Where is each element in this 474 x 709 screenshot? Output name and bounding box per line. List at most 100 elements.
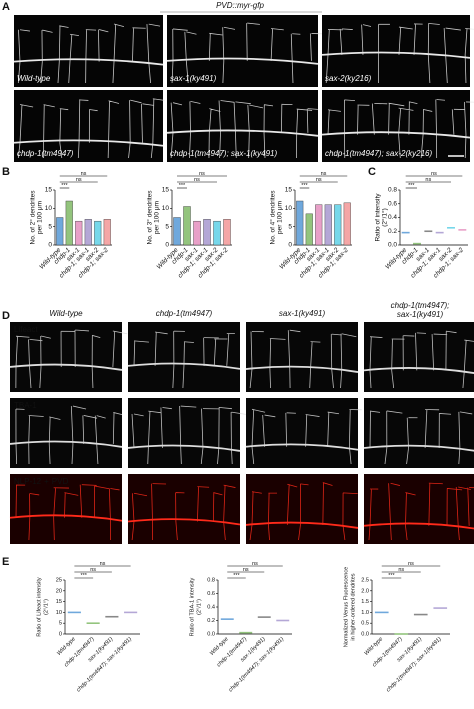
dendrites <box>15 484 120 541</box>
micrograph <box>364 474 474 544</box>
primary-dendrite <box>245 521 359 529</box>
significance-label: ns <box>243 567 249 573</box>
y-tick-label: 0 <box>59 631 62 637</box>
y-axis-label: No. of 4° dendrites <box>269 190 277 245</box>
significance-label: ns <box>398 567 404 573</box>
significance-label: ns <box>321 171 327 177</box>
dendrites <box>171 22 327 84</box>
y-axis-label: in higher-ordered dendrites <box>350 573 356 640</box>
significance-label: ns <box>76 177 82 183</box>
significance-label: ns <box>100 561 106 567</box>
primary-dendrite <box>363 522 474 530</box>
column-header: chdp-1(tm4947); <box>391 301 450 310</box>
y-tick-label: 25 <box>56 577 62 583</box>
y-tick-label: 0.2 <box>207 618 215 624</box>
y-tick-label: 5 <box>48 223 52 230</box>
y-tick-label: 15 <box>285 187 293 194</box>
significance-label: ns <box>425 177 431 183</box>
micrograph <box>10 322 122 392</box>
y-tick-label: 5 <box>288 223 292 230</box>
y-axis-label: (2°/1°) <box>381 208 389 227</box>
micrograph <box>364 398 474 468</box>
row-label: + <box>44 477 49 486</box>
significance-label: *** <box>233 573 240 579</box>
significance-label: *** <box>179 183 186 189</box>
y-axis-label: Normalized Venus Fluorescence <box>343 567 349 648</box>
dendrites <box>369 409 473 465</box>
dendrites <box>170 100 318 159</box>
y-tick-label: 10 <box>285 205 293 212</box>
significance-label: ns <box>199 171 205 177</box>
micrograph <box>246 322 358 392</box>
y-axis-label: per 100 μm <box>277 201 284 234</box>
dendrites <box>131 483 236 541</box>
micrograph <box>246 474 358 544</box>
dendrites <box>131 405 246 465</box>
primary-dendrite <box>127 518 241 526</box>
bar <box>173 217 181 246</box>
column-header: chdp-1(tm4947) <box>156 309 213 318</box>
primary-dendrite <box>245 365 359 373</box>
dendrites <box>17 98 165 159</box>
y-axis-label: Ratio of TBA-1 intensity <box>189 577 195 636</box>
y-tick-label: 0.6 <box>388 200 397 207</box>
y-axis-label: per 100 μm <box>37 201 44 234</box>
bar <box>56 217 64 246</box>
significance-label: ns <box>90 567 96 573</box>
primary-dendrite <box>166 129 319 137</box>
y-axis-label: (2°/1°) <box>196 599 202 615</box>
y-tick-label: 0.0 <box>207 631 215 637</box>
y-tick-label: 1.0 <box>361 610 369 616</box>
primary-dendrite <box>127 444 241 452</box>
panel-label: D <box>2 310 10 322</box>
y-axis-label: (2°/1°) <box>43 599 49 615</box>
y-tick-label: 15 <box>162 187 170 194</box>
significance-label: *** <box>61 183 68 189</box>
y-tick-label: 0.0 <box>361 631 369 637</box>
bar <box>84 219 92 246</box>
primary-dendrite <box>9 363 123 371</box>
bar <box>223 219 231 246</box>
y-tick-label: 0.6 <box>207 591 215 597</box>
y-tick-label: 2.5 <box>361 577 369 583</box>
y-axis-label: No. of 3° dendrites <box>146 190 154 245</box>
bar <box>334 204 342 246</box>
y-tick-label: 0.8 <box>207 577 215 583</box>
row-label: Lifeact <box>14 325 38 334</box>
primary-dendrite <box>13 58 164 66</box>
y-tick-label: 2.0 <box>361 588 369 594</box>
dendrites <box>251 408 362 465</box>
y-tick-label: 10 <box>45 205 53 212</box>
panel-label: E <box>2 556 9 568</box>
bar <box>183 206 191 246</box>
y-tick-label: 5 <box>165 223 169 230</box>
y-axis-label: per 100 μm <box>154 201 161 234</box>
image-label: Wild-type <box>17 74 51 83</box>
significance-label: *** <box>81 573 88 579</box>
y-axis-label: Ratio of intensity <box>375 193 382 242</box>
micrograph <box>364 322 474 392</box>
panel-label: B <box>2 166 10 178</box>
significance-label: ns <box>252 561 258 567</box>
image-label: chdp-1(tm4947) <box>17 149 74 158</box>
bar <box>65 200 73 246</box>
significance-label: *** <box>408 183 415 189</box>
y-tick-label: 10 <box>162 205 170 212</box>
bar <box>94 220 102 246</box>
image-label: chdp-1(tm4947); sax-1(ky491) <box>170 149 277 158</box>
primary-dendrite <box>321 131 471 139</box>
dendrites <box>368 482 474 541</box>
dendrites <box>15 405 123 465</box>
y-tick-label: 0.2 <box>388 228 397 235</box>
primary-dendrite <box>9 440 123 448</box>
bar <box>343 202 351 246</box>
micrograph <box>322 90 470 162</box>
dendrites <box>17 23 161 84</box>
bar <box>203 219 211 246</box>
y-tick-label: 15 <box>56 599 62 605</box>
image-label: chdp-1(tm4947); sax-2(ky216) <box>325 149 432 158</box>
dendrites <box>133 330 235 389</box>
primary-dendrite <box>321 51 471 59</box>
panel-label: A <box>2 1 10 13</box>
